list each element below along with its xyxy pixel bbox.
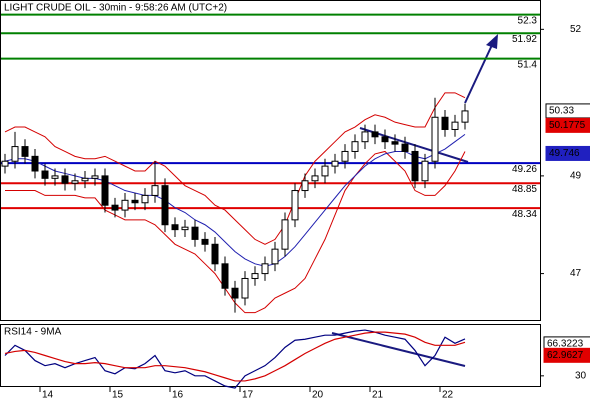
candle-body: [421, 160, 429, 182]
candle-body: [131, 199, 139, 204]
candle-body: [331, 160, 339, 167]
x-tick-label: 22: [442, 390, 454, 400]
price-marker-label: 66.3223: [547, 339, 584, 350]
y-tick-label: 52: [570, 24, 582, 35]
y-tick-label: 30: [575, 370, 587, 381]
price-marker-box: [545, 145, 590, 161]
level-label: 52.3: [518, 15, 538, 26]
candle-body: [91, 175, 99, 179]
price-marker-box: [543, 347, 590, 363]
candle-body: [381, 136, 389, 143]
rsi-line: [4, 329, 466, 389]
candle-body: [291, 190, 299, 221]
candle-body: [451, 121, 459, 130]
candle-body: [21, 146, 29, 157]
overlay-line: [4, 133, 466, 267]
candle-body: [461, 110, 469, 123]
rsi-title: RSI14 - 9MA: [4, 327, 62, 338]
candle-body: [161, 185, 169, 226]
candle-body: [101, 175, 109, 206]
candle-body: [251, 273, 259, 279]
candle-body: [431, 116, 439, 162]
candle-body: [271, 248, 279, 265]
level-label: 51.92: [512, 34, 537, 45]
candle-body: [1, 160, 9, 167]
candle-body: [261, 263, 269, 275]
level-label: 48.85: [512, 184, 537, 195]
y-tick-label: 47: [570, 268, 582, 279]
x-tick-label: 15: [112, 390, 124, 400]
x-tick-label: 20: [312, 390, 324, 400]
candle-body: [341, 150, 349, 162]
candle-body: [121, 199, 129, 211]
candle-body: [411, 150, 419, 182]
rsi-line: [4, 331, 466, 382]
rsi-trend-line: [331, 332, 466, 367]
x-tick-label: 16: [172, 390, 184, 400]
candle-body: [401, 143, 409, 152]
candle-body: [71, 180, 79, 184]
candle-body: [311, 175, 319, 182]
candle-body: [371, 131, 379, 138]
level-label: 48.34: [512, 209, 537, 220]
candle-body: [171, 224, 179, 231]
level-label: 49.26: [512, 164, 537, 175]
candle-body: [351, 141, 359, 152]
price-marker-label: 62.9627: [547, 350, 584, 361]
candle-body: [231, 287, 239, 299]
candle-body: [41, 170, 49, 179]
candle-body: [281, 219, 289, 250]
price-marker-label: 50.1775: [549, 120, 586, 131]
candle-body: [151, 185, 159, 196]
arrow-line: [464, 44, 493, 104]
candle-body: [191, 226, 199, 240]
candle-body: [81, 177, 89, 182]
candle-body: [31, 155, 39, 172]
price-marker-box: [545, 117, 590, 133]
x-tick-label: 14: [42, 390, 54, 400]
x-tick-label: 21: [372, 390, 384, 400]
candle-body: [211, 243, 219, 265]
candle-body: [241, 277, 249, 299]
candle-body: [221, 263, 229, 289]
x-tick-label: 17: [242, 390, 254, 400]
arrow-head: [486, 34, 498, 49]
candle-body: [301, 180, 309, 192]
candle-body: [361, 131, 369, 143]
level-label: 51.4: [518, 59, 538, 70]
candle-body: [141, 194, 149, 204]
rsi-panel: [0, 324, 541, 387]
candle-body: [441, 116, 449, 130]
price-panel: [0, 0, 541, 321]
candle-body: [181, 226, 189, 231]
candle-body: [61, 175, 69, 184]
price-marker-label: 49.746: [549, 148, 580, 159]
candle-body: [51, 175, 59, 179]
candle-body: [321, 165, 329, 177]
chart-title: LIGHT CRUDE OIL - 30min - 9:58:26 AM (UT…: [4, 3, 227, 14]
candle-body: [391, 141, 399, 145]
overlay-line: [4, 92, 466, 245]
y-tick-label: 49: [570, 171, 582, 182]
candle-body: [11, 146, 19, 162]
candle-body: [201, 238, 209, 245]
candle-body: [111, 204, 119, 211]
price-marker-label: 50.33: [549, 106, 574, 117]
